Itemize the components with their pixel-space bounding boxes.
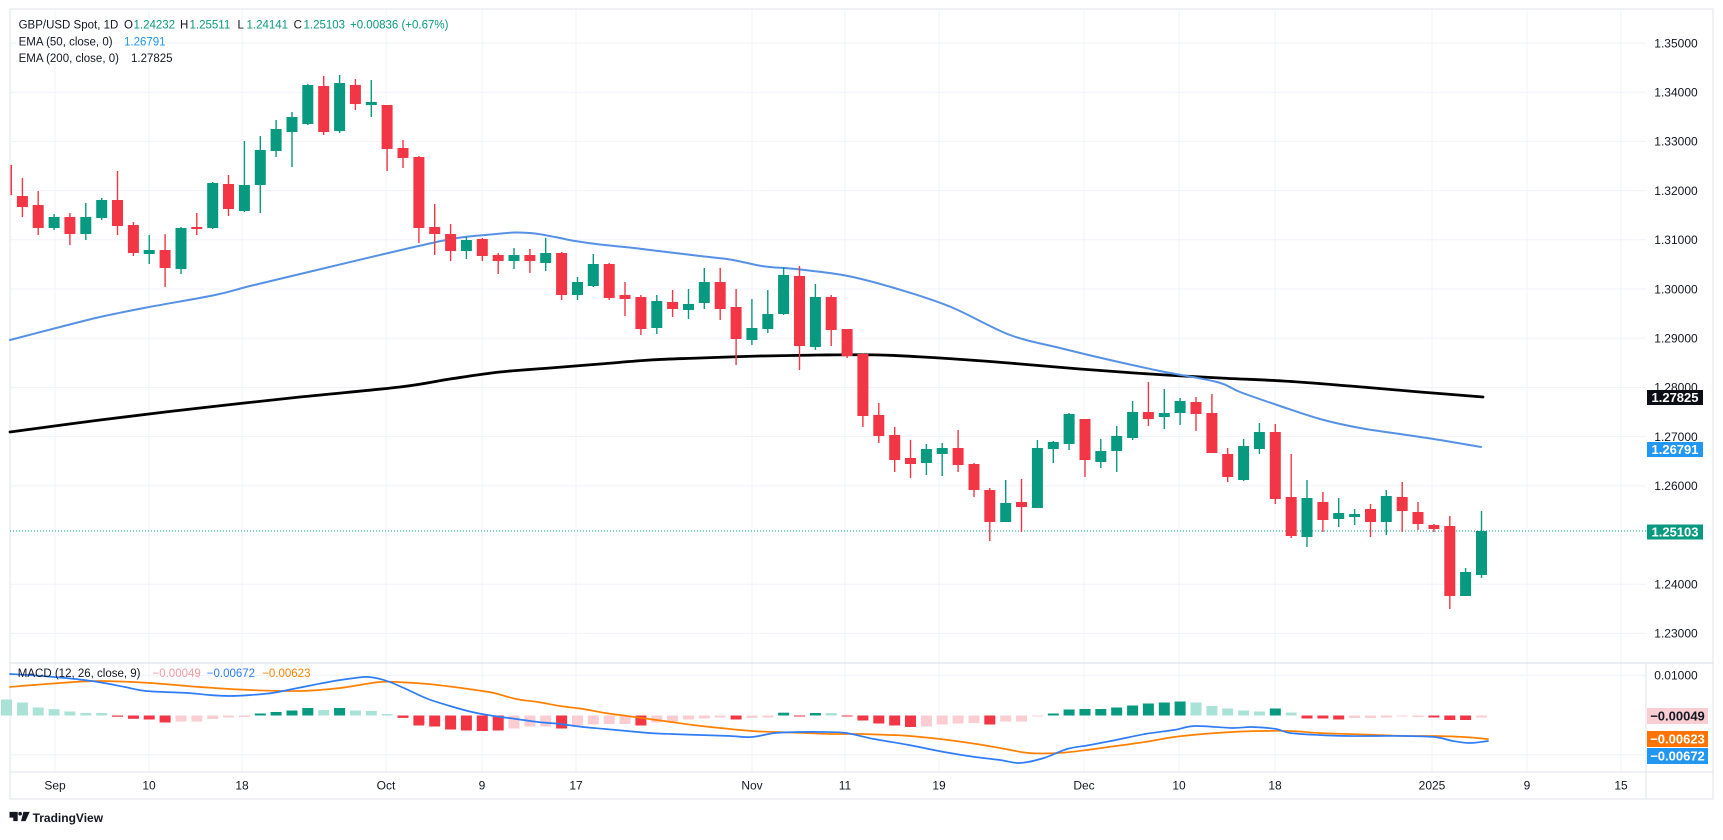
svg-text:1.33000: 1.33000 xyxy=(1654,135,1698,149)
svg-text:1.32000: 1.32000 xyxy=(1654,184,1698,198)
svg-text:9: 9 xyxy=(1524,778,1531,792)
svg-text:19: 19 xyxy=(932,778,946,792)
svg-text:L: L xyxy=(238,20,245,32)
svg-text:1.23000: 1.23000 xyxy=(1654,627,1698,641)
svg-text:9: 9 xyxy=(479,778,486,792)
svg-text:0.01000: 0.01000 xyxy=(1654,669,1698,683)
svg-text:1.27825: 1.27825 xyxy=(131,53,173,65)
svg-text:−0.00623: −0.00623 xyxy=(1650,731,1705,746)
svg-text:18: 18 xyxy=(1268,778,1282,792)
svg-text:1.30000: 1.30000 xyxy=(1654,282,1698,296)
svg-text:17: 17 xyxy=(569,778,583,792)
svg-text:Nov: Nov xyxy=(741,778,762,792)
svg-text:1.26000: 1.26000 xyxy=(1654,479,1698,493)
svg-text:C: C xyxy=(294,20,302,32)
svg-text:1.24141: 1.24141 xyxy=(247,20,289,32)
svg-text:1.27000: 1.27000 xyxy=(1654,430,1698,444)
svg-text:Dec: Dec xyxy=(1073,778,1094,792)
svg-text:Oct: Oct xyxy=(377,778,396,792)
svg-text:18: 18 xyxy=(235,778,249,792)
svg-text:1.25103: 1.25103 xyxy=(304,20,346,32)
svg-text:+0.00836 (+0.67%): +0.00836 (+0.67%) xyxy=(350,20,449,32)
svg-text:1.35000: 1.35000 xyxy=(1654,36,1698,50)
svg-text:−0.00672: −0.00672 xyxy=(1650,748,1705,763)
svg-text:MACD (12, 26, close, 9): MACD (12, 26, close, 9) xyxy=(18,668,141,680)
svg-text:1.24000: 1.24000 xyxy=(1654,578,1698,592)
svg-text:1.34000: 1.34000 xyxy=(1654,86,1698,100)
svg-text:1.25511: 1.25511 xyxy=(190,20,231,32)
svg-text:11: 11 xyxy=(839,778,852,792)
svg-text:1.26791: 1.26791 xyxy=(1652,442,1699,457)
svg-text:1.24232: 1.24232 xyxy=(134,20,176,32)
svg-text:1.29000: 1.29000 xyxy=(1654,332,1698,346)
svg-text:1.27825: 1.27825 xyxy=(1652,390,1699,405)
svg-text:−0.00623: −0.00623 xyxy=(262,668,310,680)
svg-text:GBP/USD Spot, 1D: GBP/USD Spot, 1D xyxy=(19,20,119,32)
svg-text:15: 15 xyxy=(1614,778,1628,792)
svg-text:TradingView: TradingView xyxy=(33,811,104,825)
svg-text:EMA (200, close, 0): EMA (200, close, 0) xyxy=(19,53,120,65)
svg-text:1.25103: 1.25103 xyxy=(1652,524,1699,539)
svg-text:−0.00049: −0.00049 xyxy=(153,668,201,680)
svg-text:−0.00672: −0.00672 xyxy=(207,668,255,680)
svg-text:1.26791: 1.26791 xyxy=(124,37,166,49)
svg-text:10: 10 xyxy=(142,778,156,792)
svg-text:1.31000: 1.31000 xyxy=(1654,233,1698,247)
svg-text:H: H xyxy=(180,20,188,32)
svg-text:O: O xyxy=(124,20,133,32)
svg-text:−0.00049: −0.00049 xyxy=(1650,708,1705,723)
svg-text:Sep: Sep xyxy=(44,778,66,792)
svg-text:2025: 2025 xyxy=(1419,778,1446,792)
svg-text:10: 10 xyxy=(1172,778,1186,792)
svg-text:EMA (50, close, 0): EMA (50, close, 0) xyxy=(19,37,113,49)
